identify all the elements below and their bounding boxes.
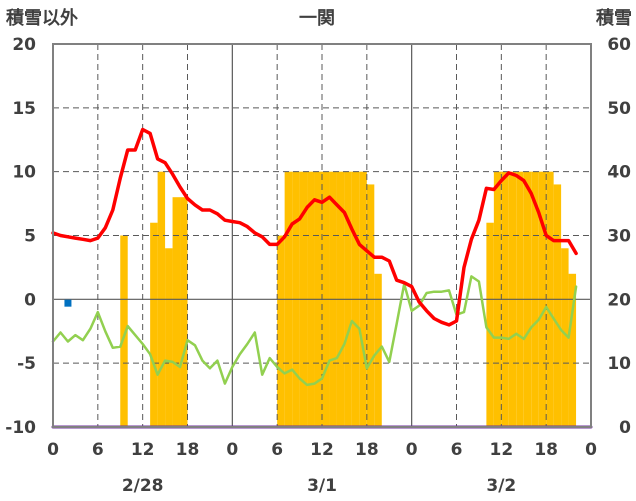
- day-label: 3/2: [486, 476, 516, 496]
- left-tick-label: 20: [12, 35, 36, 55]
- x-tick-label: 6: [92, 440, 104, 460]
- x-tick-label: 0: [585, 440, 597, 460]
- left-tick-label: 15: [12, 99, 36, 119]
- right-tick-label: 20: [607, 290, 631, 310]
- x-tick-label: 12: [489, 440, 513, 460]
- snow-depth-bar: [120, 235, 128, 427]
- snow-depth-bar: [568, 273, 577, 427]
- x-tick-label: 18: [534, 440, 558, 460]
- right-axis-title: 積雪: [595, 7, 632, 29]
- day-label: 3/1: [307, 476, 337, 496]
- plot-frame: [52, 43, 592, 428]
- snow-depth-bar: [366, 184, 375, 427]
- right-tick-label: 10: [607, 354, 631, 374]
- green-series-line: [51, 275, 578, 387]
- chart-title: 一関: [299, 8, 335, 29]
- snow-depth-bar: [277, 235, 285, 427]
- x-tick-label: 18: [176, 440, 200, 460]
- left-tick-label: -5: [17, 354, 36, 374]
- left-tick-label: 10: [12, 163, 36, 183]
- snow-depth-bar: [165, 248, 173, 427]
- right-tick-label: 50: [607, 99, 631, 119]
- x-tick-label: 0: [406, 440, 418, 460]
- left-tick-label: -10: [5, 418, 36, 438]
- x-tick-label: 6: [271, 440, 283, 460]
- left-axis-title: 積雪以外: [5, 7, 78, 29]
- plot-border: [52, 43, 592, 428]
- x-tick-label: 0: [47, 440, 59, 460]
- left-tick-label: 5: [24, 227, 36, 247]
- right-tick-label: 0: [619, 418, 631, 438]
- x-tick-label: 18: [355, 440, 379, 460]
- snow-depth-bar: [553, 184, 562, 427]
- left-tick-label: 0: [24, 290, 36, 310]
- x-tick-label: 0: [226, 440, 238, 460]
- x-tick-label: 6: [451, 440, 463, 460]
- day-label: 2/28: [122, 476, 164, 496]
- blue-series-marker: [64, 299, 72, 307]
- right-tick-label: 60: [607, 35, 631, 55]
- red-series-line: [51, 127, 578, 327]
- x-tick-label: 12: [131, 440, 155, 460]
- snow-depth-bar: [180, 197, 188, 427]
- snow-depth-bar: [486, 222, 494, 427]
- snow-depth-bar: [561, 248, 569, 427]
- right-tick-label: 40: [607, 163, 631, 183]
- snow-depth-bar: [172, 197, 181, 427]
- x-tick-label: 12: [310, 440, 334, 460]
- snow-depth-bar: [150, 222, 158, 427]
- right-tick-label: 30: [607, 227, 631, 247]
